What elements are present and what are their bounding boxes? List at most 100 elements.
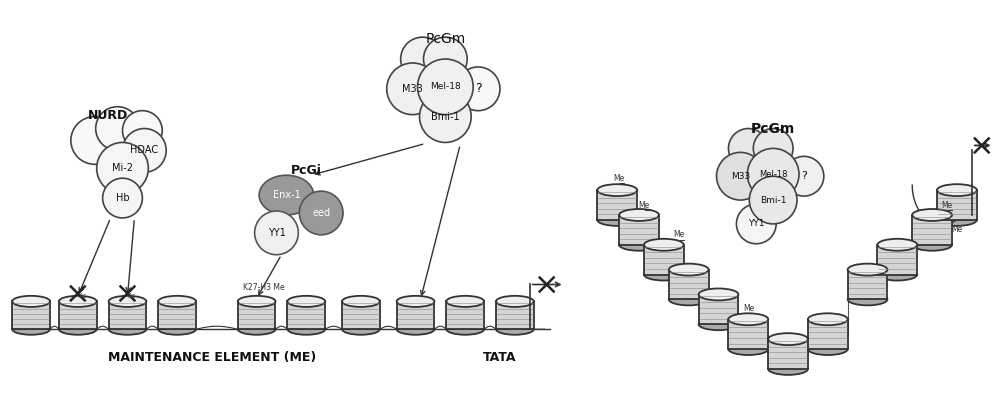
Circle shape bbox=[299, 191, 343, 235]
Circle shape bbox=[748, 148, 799, 200]
Ellipse shape bbox=[109, 296, 147, 307]
Ellipse shape bbox=[597, 184, 637, 196]
Ellipse shape bbox=[159, 323, 196, 335]
Text: Ac: Ac bbox=[129, 293, 137, 300]
Ellipse shape bbox=[342, 323, 380, 335]
Circle shape bbox=[387, 63, 439, 115]
Circle shape bbox=[401, 37, 445, 81]
Text: Bmi-1: Bmi-1 bbox=[760, 196, 787, 204]
Circle shape bbox=[737, 204, 776, 244]
Text: HDAC: HDAC bbox=[131, 145, 159, 155]
Ellipse shape bbox=[912, 239, 952, 251]
Text: eed: eed bbox=[312, 208, 330, 218]
Ellipse shape bbox=[769, 333, 808, 345]
Ellipse shape bbox=[397, 296, 435, 307]
Bar bbox=[109, 301, 147, 329]
Ellipse shape bbox=[877, 239, 917, 251]
Circle shape bbox=[97, 142, 149, 194]
Bar bbox=[497, 301, 533, 329]
Ellipse shape bbox=[912, 209, 952, 221]
Circle shape bbox=[457, 67, 499, 111]
Text: M33: M33 bbox=[731, 172, 750, 181]
Circle shape bbox=[750, 176, 797, 224]
Ellipse shape bbox=[447, 296, 485, 307]
Text: Hb: Hb bbox=[116, 193, 130, 203]
Text: TATA: TATA bbox=[484, 351, 516, 364]
Circle shape bbox=[754, 129, 793, 168]
Text: YY1: YY1 bbox=[267, 228, 285, 238]
Ellipse shape bbox=[847, 293, 887, 305]
Circle shape bbox=[123, 129, 166, 172]
Ellipse shape bbox=[644, 269, 684, 281]
Ellipse shape bbox=[644, 239, 684, 251]
Ellipse shape bbox=[237, 296, 275, 307]
Bar bbox=[12, 301, 50, 329]
Ellipse shape bbox=[877, 269, 917, 281]
Circle shape bbox=[103, 178, 143, 218]
Ellipse shape bbox=[397, 323, 435, 335]
Ellipse shape bbox=[259, 175, 314, 215]
Ellipse shape bbox=[287, 323, 325, 335]
Bar bbox=[669, 269, 709, 300]
Ellipse shape bbox=[12, 323, 50, 335]
Ellipse shape bbox=[287, 296, 325, 307]
Ellipse shape bbox=[729, 313, 769, 325]
Text: Me: Me bbox=[744, 304, 755, 313]
Circle shape bbox=[784, 156, 824, 196]
Text: Me: Me bbox=[613, 174, 625, 183]
Bar bbox=[847, 269, 887, 300]
Text: PcGm: PcGm bbox=[751, 122, 796, 135]
Ellipse shape bbox=[699, 318, 739, 330]
Ellipse shape bbox=[937, 184, 977, 196]
Bar bbox=[59, 301, 97, 329]
Circle shape bbox=[717, 153, 765, 200]
Text: NURD: NURD bbox=[88, 109, 128, 122]
Bar bbox=[808, 319, 847, 349]
Bar bbox=[447, 301, 485, 329]
Text: K27-H3 Me: K27-H3 Me bbox=[242, 283, 284, 292]
Text: Me: Me bbox=[941, 201, 952, 210]
Bar bbox=[877, 245, 917, 274]
Text: Mel-18: Mel-18 bbox=[430, 82, 461, 91]
Circle shape bbox=[254, 211, 298, 255]
Circle shape bbox=[123, 111, 163, 150]
Text: PcGm: PcGm bbox=[426, 32, 466, 46]
Bar bbox=[237, 301, 275, 329]
Text: ?: ? bbox=[801, 171, 807, 181]
Bar bbox=[287, 301, 325, 329]
Text: Mel-18: Mel-18 bbox=[759, 170, 788, 179]
Bar bbox=[397, 301, 435, 329]
Bar bbox=[912, 215, 952, 245]
Circle shape bbox=[418, 59, 474, 115]
Ellipse shape bbox=[497, 296, 533, 307]
Ellipse shape bbox=[619, 239, 659, 251]
Circle shape bbox=[729, 129, 769, 168]
Ellipse shape bbox=[699, 288, 739, 300]
Bar bbox=[644, 245, 684, 274]
Bar bbox=[597, 190, 637, 220]
Ellipse shape bbox=[59, 323, 97, 335]
Bar bbox=[769, 339, 808, 369]
Ellipse shape bbox=[159, 296, 196, 307]
Ellipse shape bbox=[447, 323, 485, 335]
Ellipse shape bbox=[597, 214, 637, 226]
Text: MAINTENANCE ELEMENT (ME): MAINTENANCE ELEMENT (ME) bbox=[108, 351, 316, 364]
Ellipse shape bbox=[12, 296, 50, 307]
Ellipse shape bbox=[847, 264, 887, 276]
Bar bbox=[729, 319, 769, 349]
Ellipse shape bbox=[342, 296, 380, 307]
Ellipse shape bbox=[808, 343, 847, 355]
Ellipse shape bbox=[619, 209, 659, 221]
Circle shape bbox=[71, 116, 119, 164]
Text: Bmi-1: Bmi-1 bbox=[431, 111, 460, 122]
Text: Ac: Ac bbox=[79, 293, 87, 300]
Text: Me: Me bbox=[673, 230, 684, 239]
Ellipse shape bbox=[769, 363, 808, 375]
Text: PcGi: PcGi bbox=[291, 164, 322, 177]
Ellipse shape bbox=[669, 264, 709, 276]
Bar bbox=[159, 301, 196, 329]
Ellipse shape bbox=[808, 313, 847, 325]
Ellipse shape bbox=[59, 296, 97, 307]
Ellipse shape bbox=[669, 293, 709, 305]
Bar bbox=[937, 190, 977, 220]
